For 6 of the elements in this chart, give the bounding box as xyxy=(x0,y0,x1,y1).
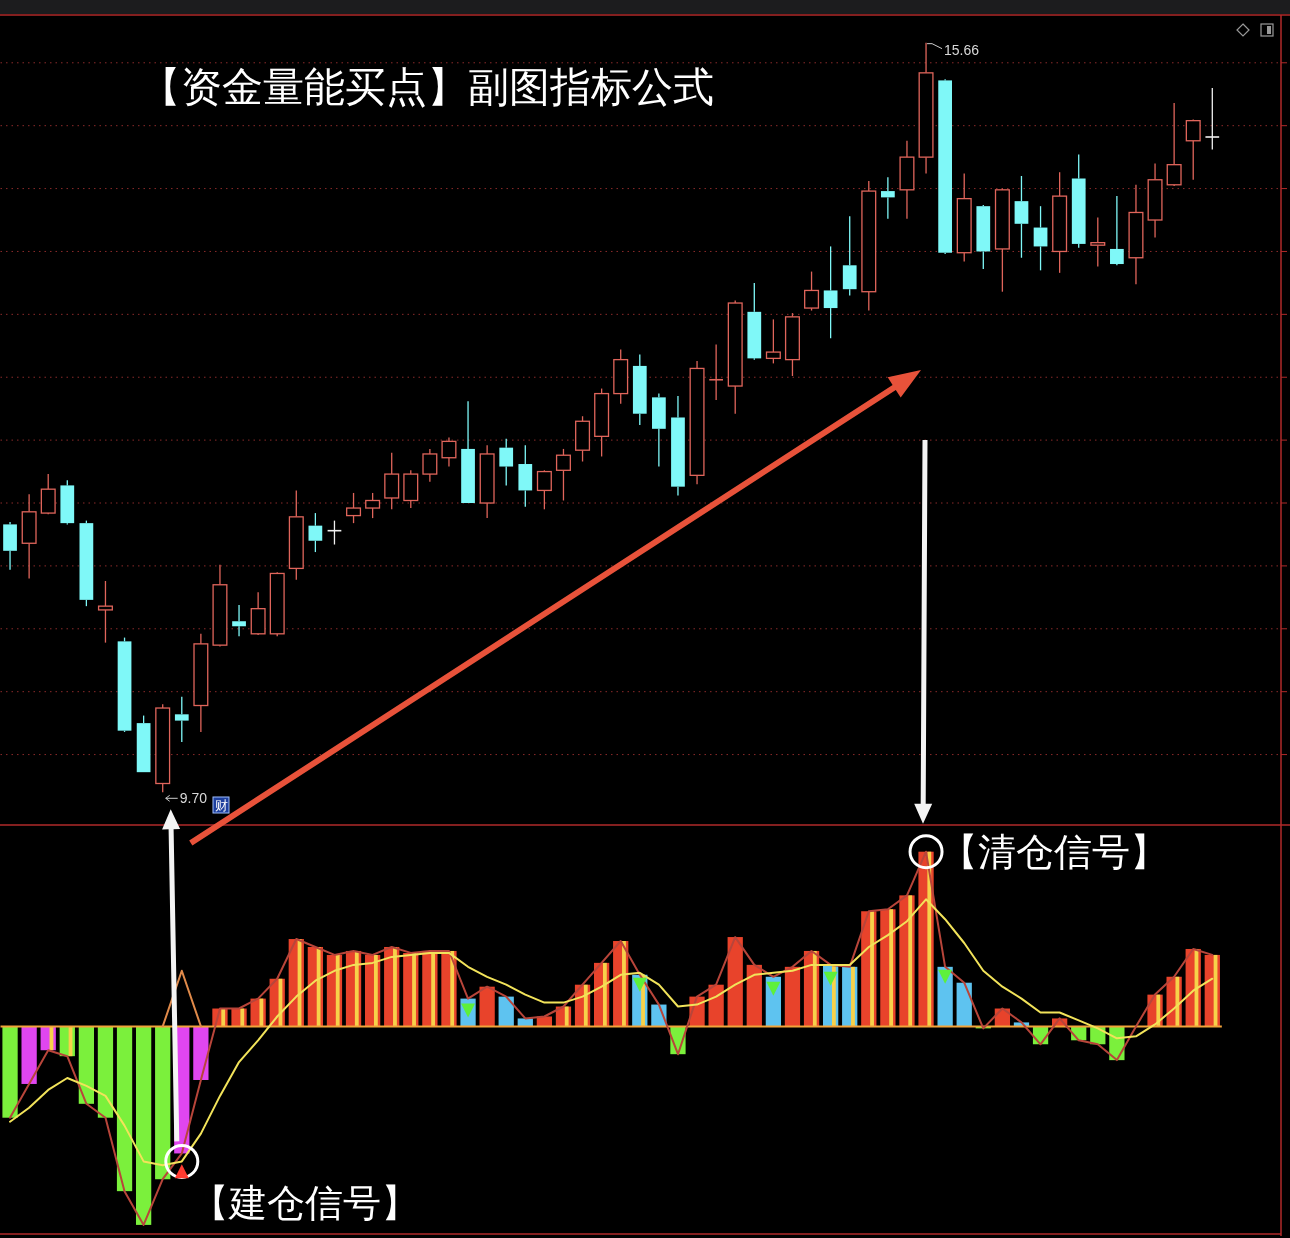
annotation: 【建仓信号】 xyxy=(190,1182,419,1225)
annotation: 【清仓信号】 xyxy=(940,830,1169,873)
text: 9.70 xyxy=(179,790,207,807)
text: 15.66 xyxy=(944,41,980,58)
tag: 财 xyxy=(212,796,230,814)
text: 【资金量能买点】副图指标公式 xyxy=(140,64,714,110)
